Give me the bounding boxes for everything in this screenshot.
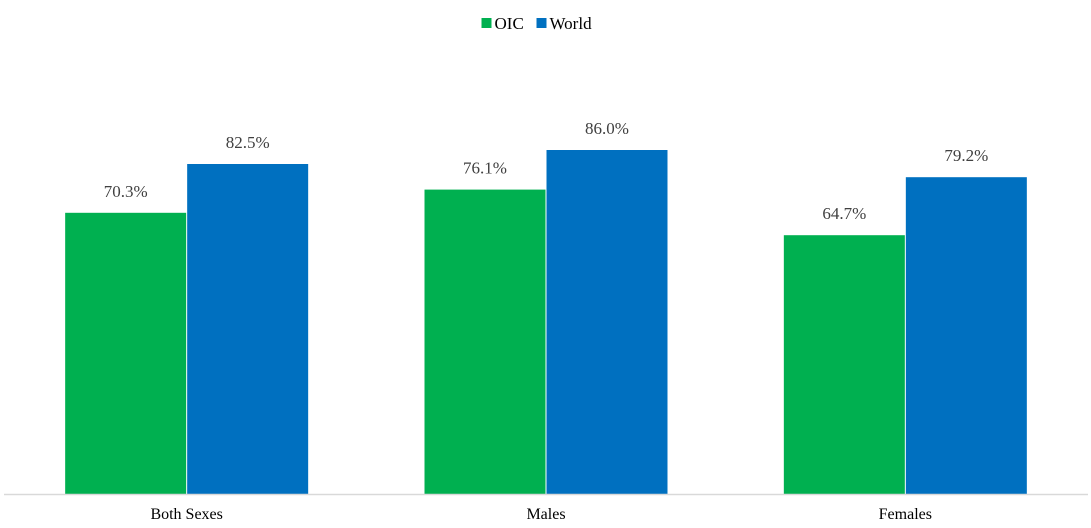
bar-world-both-sexes: [187, 164, 309, 494]
bars: [65, 150, 1027, 495]
bar-oic-both-sexes: [65, 212, 187, 495]
bar-oic-females: [783, 235, 905, 494]
legend-label-oic: OIC: [495, 14, 524, 33]
x-tick-labels: Both Sexes Males Females: [150, 506, 932, 523]
legend-label-world: World: [550, 14, 593, 33]
data-label-oic-both-sexes: 70.3%: [104, 182, 148, 201]
data-label-oic-females: 64.7%: [822, 204, 866, 223]
legend-item-oic: OIC: [481, 14, 524, 33]
bar-world-females: [905, 177, 1027, 494]
x-tick-label-both-sexes: Both Sexes: [150, 506, 222, 523]
bar-oic-males: [424, 189, 546, 494]
data-label-world-males: 86.0%: [585, 119, 629, 138]
data-label-world-females: 79.2%: [944, 146, 988, 165]
legend-swatch-oic: [481, 18, 492, 28]
legend-swatch-world: [536, 18, 547, 28]
data-labels: 70.3% 82.5% 76.1% 86.0% 64.7% 79.2%: [104, 119, 989, 223]
legend: OIC World: [481, 14, 593, 33]
bar-world-males: [546, 150, 668, 494]
legend-item-world: World: [536, 14, 593, 33]
data-label-oic-males: 76.1%: [463, 159, 507, 178]
data-label-world-both-sexes: 82.5%: [226, 133, 270, 152]
x-tick-label-females: Females: [879, 506, 932, 523]
x-tick-label-males: Males: [526, 506, 565, 523]
